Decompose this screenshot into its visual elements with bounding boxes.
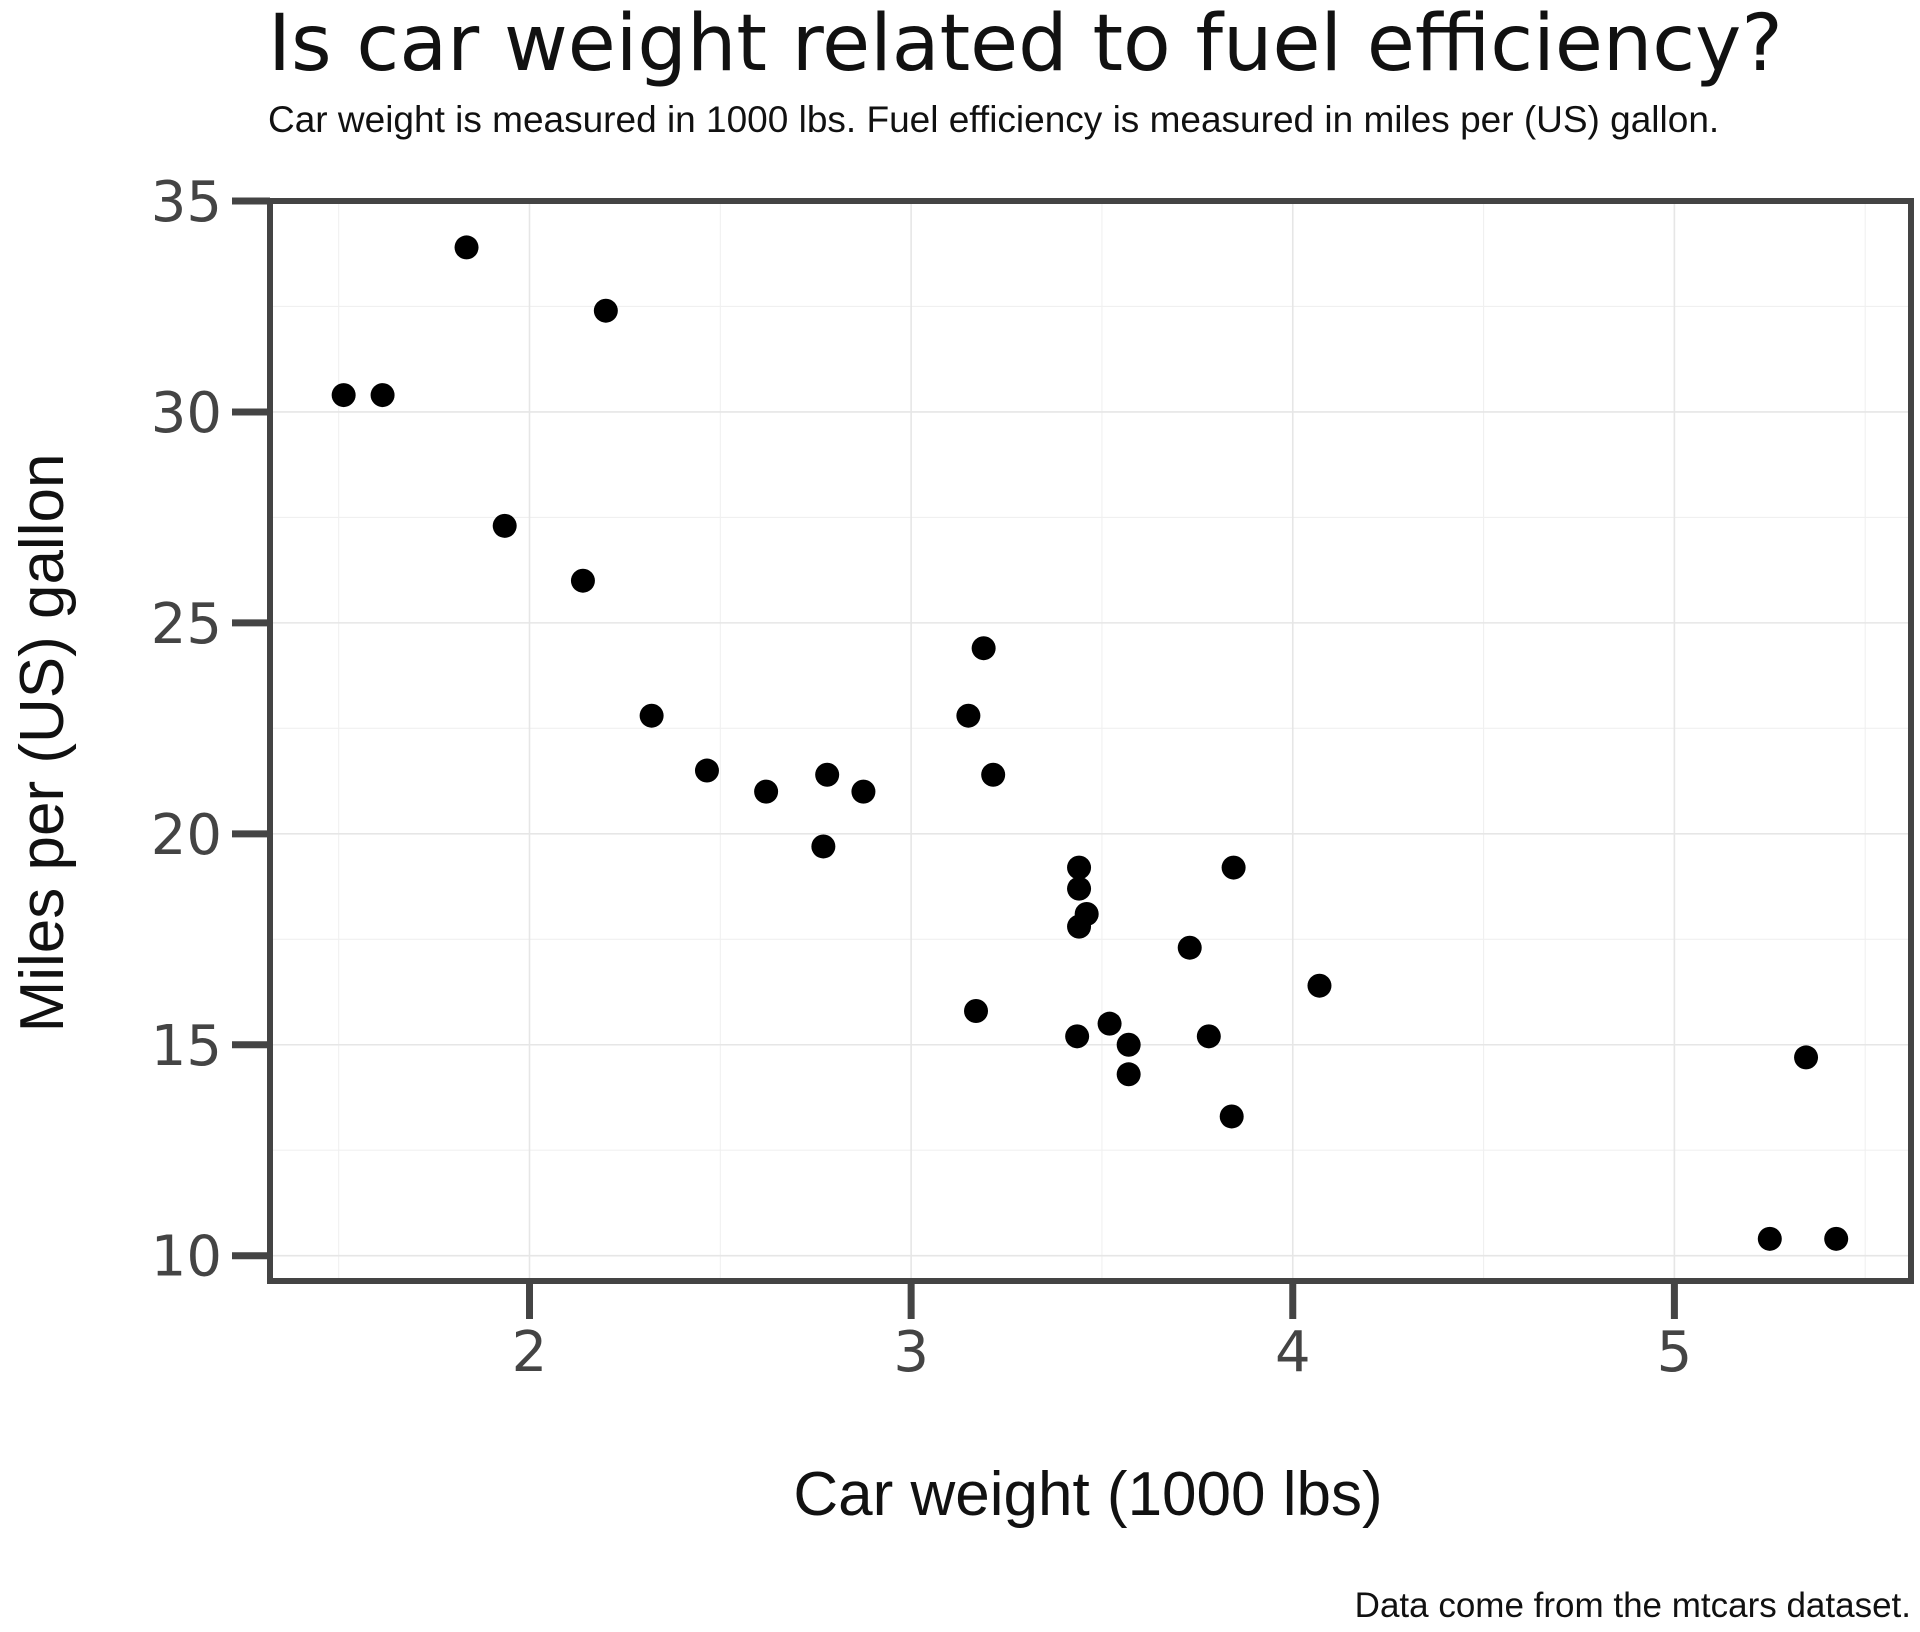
chart-title: Is car weight related to fuel efficiency…	[268, 0, 1783, 89]
data-point	[1067, 914, 1092, 939]
data-point	[811, 834, 836, 859]
data-point	[1794, 1045, 1819, 1070]
data-point	[593, 298, 618, 323]
data-point	[971, 636, 996, 661]
data-point	[694, 758, 719, 783]
data-point	[956, 703, 981, 728]
data-point	[754, 779, 779, 804]
data-point	[1177, 935, 1202, 960]
x-axis-title: Car weight (1000 lbs)	[793, 1460, 1382, 1529]
data-point	[1097, 1011, 1122, 1036]
data-point	[981, 762, 1006, 787]
data-point	[1065, 1024, 1090, 1049]
data-point	[1067, 855, 1092, 880]
data-point	[1307, 973, 1332, 998]
chart-subtitle: Car weight is measured in 1000 lbs. Fuel…	[268, 99, 1719, 140]
y-axis-title: Miles per (US) gallon	[8, 454, 77, 1033]
grid-lines	[270, 200, 1911, 1281]
chart-caption: Data come from the mtcars dataset.	[1355, 1586, 1911, 1625]
y-tick-label: 10	[151, 1225, 222, 1290]
y-tick-label: 20	[151, 803, 222, 868]
x-tick-label: 4	[1275, 1320, 1311, 1385]
data-point	[1757, 1226, 1782, 1251]
data-point	[331, 383, 356, 408]
data-point	[1196, 1024, 1221, 1049]
data-point	[1116, 1032, 1141, 1057]
data-point	[454, 235, 479, 260]
data-points	[331, 235, 1849, 1251]
y-tick-label: 25	[151, 592, 222, 657]
data-point	[1067, 876, 1092, 901]
plot-panel-border	[267, 198, 1914, 1284]
data-point	[639, 703, 664, 728]
data-point	[570, 568, 595, 593]
y-axis: 10 15 20 25 30 35	[151, 170, 270, 1290]
data-point	[1221, 855, 1246, 880]
y-tick-label: 30	[151, 381, 222, 446]
data-point	[1824, 1226, 1849, 1251]
x-tick-label: 2	[512, 1320, 548, 1385]
x-tick-label: 5	[1657, 1320, 1693, 1385]
x-tick-label: 3	[893, 1320, 929, 1385]
data-point	[851, 779, 876, 804]
y-tick-label: 15	[151, 1014, 222, 1079]
y-tick-label: 35	[151, 170, 222, 235]
data-point	[815, 762, 840, 787]
data-point	[1116, 1062, 1141, 1087]
data-point	[370, 383, 395, 408]
data-point	[964, 999, 989, 1023]
x-axis: 2 3 4 5	[512, 1281, 1693, 1385]
data-point	[1219, 1104, 1244, 1129]
data-point	[492, 513, 517, 538]
